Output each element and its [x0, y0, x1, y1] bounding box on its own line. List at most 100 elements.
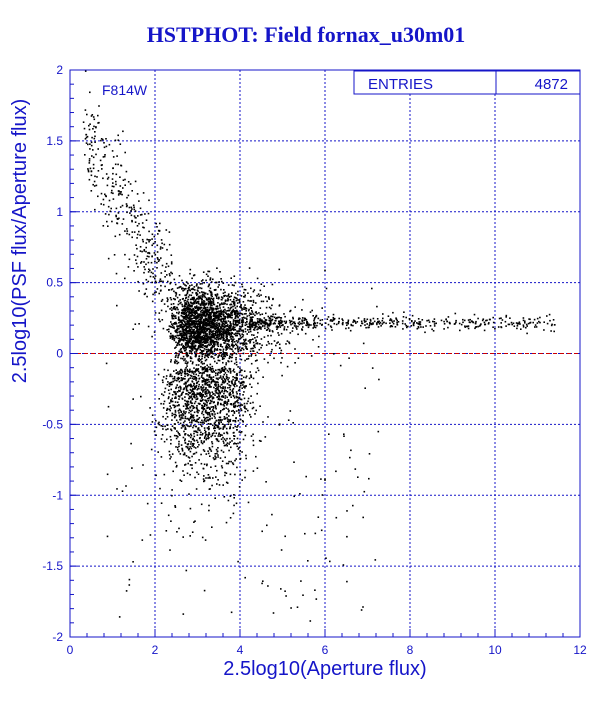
data-point — [206, 324, 208, 327]
data-point — [161, 379, 164, 381]
data-point — [267, 585, 269, 587]
data-point — [169, 549, 171, 551]
data-point — [168, 392, 171, 395]
data-point — [106, 178, 109, 180]
data-point — [230, 446, 232, 449]
data-point — [244, 576, 246, 579]
data-point — [205, 340, 207, 342]
data-point — [223, 416, 226, 418]
data-point — [225, 376, 228, 378]
data-point — [222, 427, 225, 429]
data-point — [170, 400, 172, 403]
data-point — [177, 378, 180, 381]
data-point — [89, 123, 91, 125]
data-point — [149, 239, 151, 241]
data-point — [193, 321, 196, 324]
data-point — [195, 384, 198, 387]
data-point — [174, 411, 177, 413]
data-point — [196, 415, 198, 417]
data-point — [261, 344, 263, 347]
data-point — [115, 207, 118, 210]
data-point — [346, 324, 348, 326]
data-point — [90, 170, 93, 172]
data-point — [201, 321, 203, 323]
data-point — [250, 395, 252, 397]
data-point — [175, 466, 178, 468]
data-point — [250, 416, 252, 418]
data-point — [374, 559, 377, 561]
data-point — [366, 323, 368, 325]
y-tick-label: -1.5 — [42, 559, 63, 573]
data-point — [244, 385, 246, 387]
data-point — [94, 175, 96, 178]
data-point — [220, 296, 223, 298]
data-point — [245, 454, 247, 457]
data-point — [178, 398, 180, 400]
data-point — [245, 346, 248, 348]
data-point — [236, 332, 239, 335]
data-point — [221, 280, 223, 283]
data-point — [232, 325, 234, 328]
data-point — [254, 346, 256, 349]
data-point — [262, 320, 264, 323]
data-point — [183, 328, 186, 331]
filter-label: F814W — [102, 82, 148, 98]
data-point — [347, 322, 349, 325]
data-point — [183, 424, 185, 427]
data-point — [195, 394, 198, 396]
data-point — [177, 354, 180, 357]
data-point — [276, 325, 278, 327]
data-point — [231, 356, 233, 359]
data-point — [222, 325, 225, 328]
data-point — [234, 405, 237, 408]
data-point — [184, 332, 186, 335]
data-point — [190, 334, 192, 337]
data-point — [393, 320, 395, 322]
data-point — [185, 386, 187, 389]
data-point — [174, 505, 176, 507]
data-point — [247, 292, 249, 294]
data-point — [190, 301, 192, 304]
data-point — [184, 316, 187, 319]
data-point — [206, 344, 209, 347]
data-point — [138, 200, 140, 202]
data-point — [259, 289, 262, 292]
data-point — [206, 464, 208, 467]
data-point — [227, 297, 229, 300]
data-point — [122, 187, 124, 189]
data-point — [195, 364, 198, 366]
data-point — [215, 438, 218, 440]
data-point — [231, 300, 233, 303]
data-point — [170, 288, 173, 291]
data-point — [111, 150, 114, 152]
data-point — [191, 438, 194, 441]
data-point — [168, 450, 171, 453]
data-point — [302, 326, 304, 328]
data-point — [377, 321, 380, 324]
data-point — [234, 376, 236, 379]
data-point — [125, 203, 128, 205]
data-point — [167, 389, 170, 391]
y-axis-ticks: -2-1.5-1-0.500.511.52 — [42, 63, 78, 644]
data-point — [192, 299, 195, 301]
data-point — [181, 315, 184, 318]
data-point — [244, 476, 246, 479]
data-point — [208, 333, 211, 335]
data-point — [222, 331, 224, 334]
data-point — [187, 443, 190, 445]
data-point — [194, 385, 196, 388]
data-point — [208, 301, 211, 304]
data-point — [208, 327, 210, 330]
data-point — [509, 317, 511, 319]
x-tick-label: 0 — [67, 643, 74, 657]
data-point — [133, 215, 136, 217]
data-point — [224, 426, 226, 428]
data-point — [170, 456, 172, 458]
data-point — [166, 329, 168, 331]
data-point — [171, 383, 173, 386]
data-point — [293, 461, 295, 463]
data-point — [151, 300, 154, 303]
data-point — [205, 314, 207, 316]
data-point — [278, 343, 281, 346]
data-point — [255, 455, 257, 458]
